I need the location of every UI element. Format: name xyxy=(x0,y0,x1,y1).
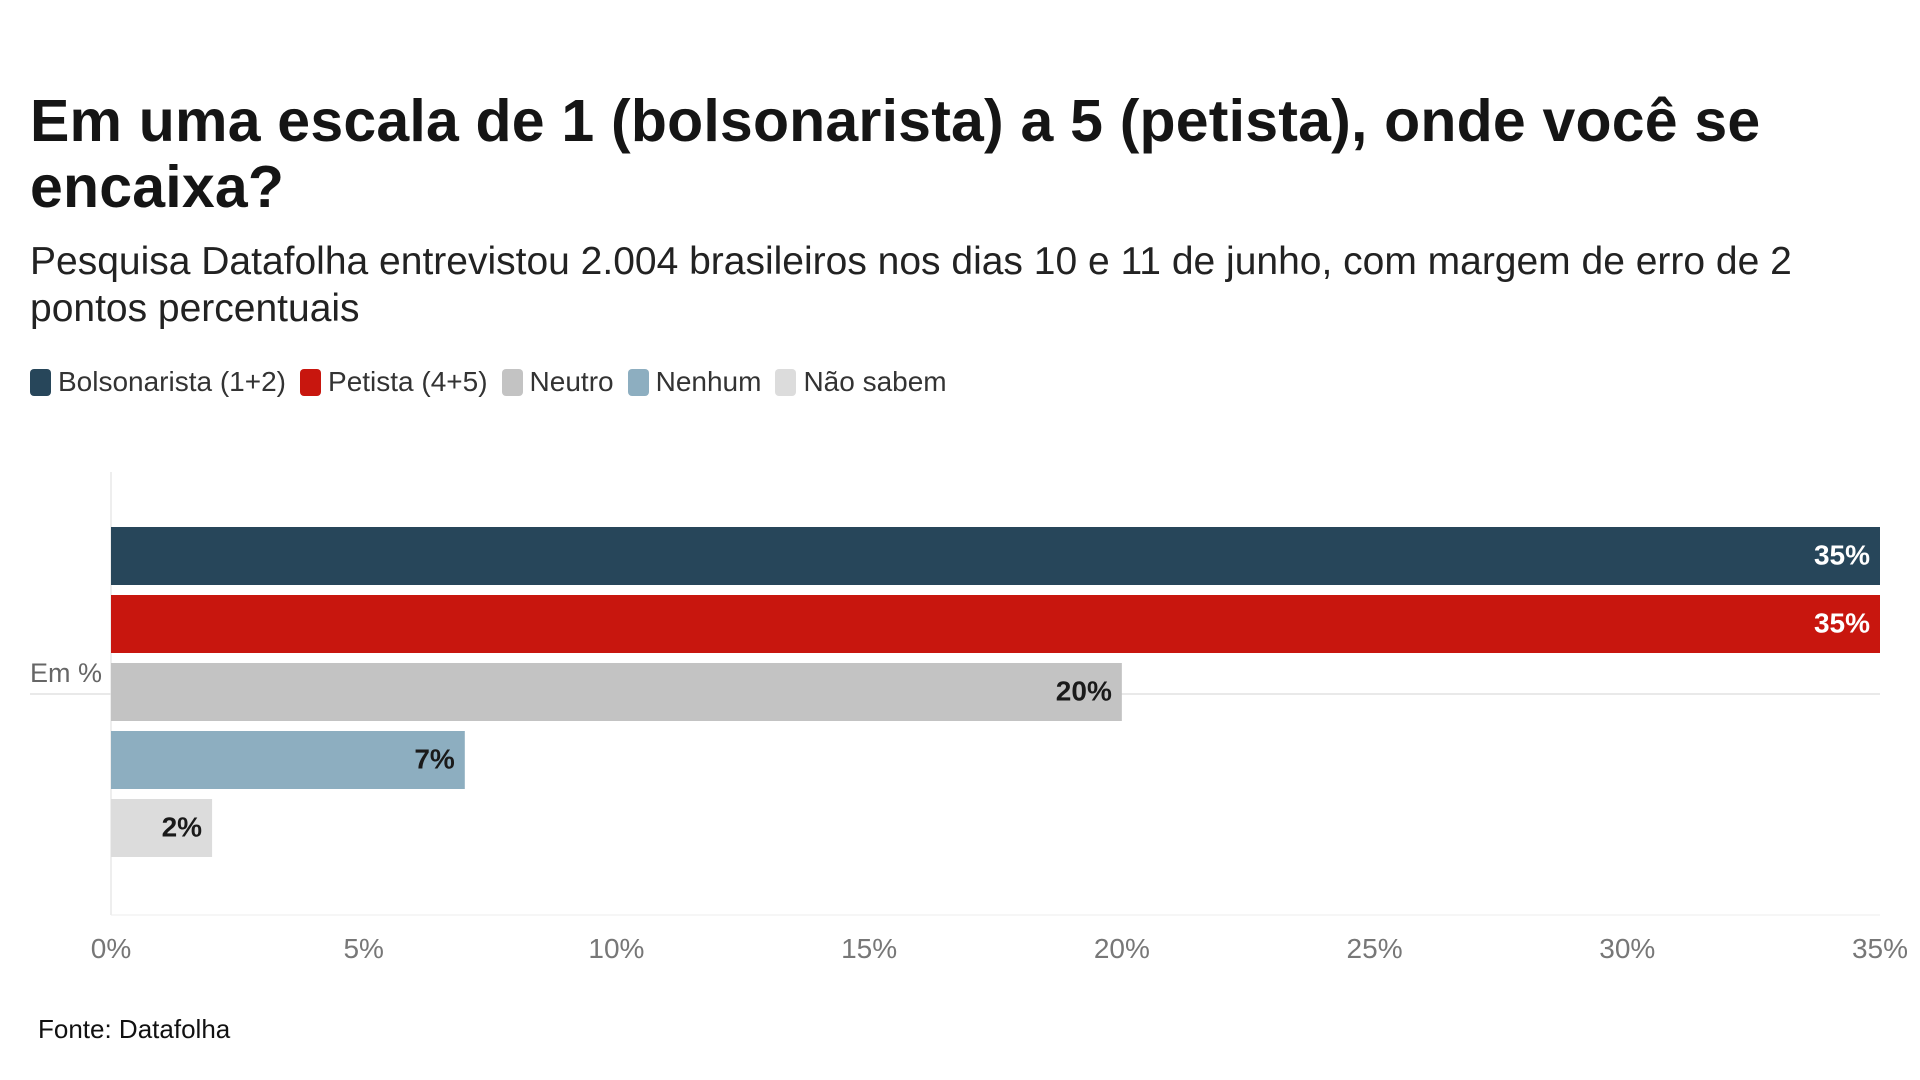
x-tick-label: 10% xyxy=(588,933,644,964)
legend-item-nenhum: Nenhum xyxy=(627,366,762,398)
legend-label: Nenhum xyxy=(655,366,762,397)
x-tick-label: 5% xyxy=(343,933,383,964)
x-tick-label: 30% xyxy=(1599,933,1655,964)
legend-label: Não sabem xyxy=(803,366,947,397)
chart-subtitle: Pesquisa Datafolha entrevistou 2.004 bra… xyxy=(30,240,1792,330)
x-tick-label: 0% xyxy=(91,933,131,964)
chart-title: Em uma escala de 1 (bolsonarista) a 5 (p… xyxy=(30,88,1761,220)
legend-swatch xyxy=(300,368,322,396)
bar-value-label: 35% xyxy=(1814,607,1870,638)
legend-swatch xyxy=(30,368,51,396)
chart-legend: Bolsonarista (1+2) Petista (4+5) Neutro … xyxy=(30,366,961,398)
bar xyxy=(111,731,465,789)
category-label: Em % xyxy=(30,658,102,688)
legend-item-bolsonarista: Bolsonarista (1+2) xyxy=(30,366,286,398)
bar xyxy=(111,799,213,857)
x-tick-label: 35% xyxy=(1852,933,1908,964)
bar-value-label: 20% xyxy=(1056,675,1112,706)
source-note: Fonte: Datafolha xyxy=(38,1014,231,1044)
x-tick-label: 25% xyxy=(1347,933,1403,964)
legend-label: Neutro xyxy=(529,366,614,397)
bar-value-label: 7% xyxy=(414,743,455,774)
x-tick-label: 20% xyxy=(1094,933,1150,964)
legend-swatch xyxy=(775,368,797,396)
legend-item-nao-sabem: Não sabem xyxy=(775,366,947,398)
bar-value-label: 2% xyxy=(162,811,203,842)
bar xyxy=(111,527,1880,585)
x-tick-label: 15% xyxy=(841,933,897,964)
legend-label: Bolsonarista (1+2) xyxy=(58,366,287,397)
legend-swatch xyxy=(501,368,523,396)
bar-value-label: 35% xyxy=(1814,539,1870,570)
legend-item-petista: Petista (4+5) xyxy=(300,366,488,398)
legend-item-neutro: Neutro xyxy=(501,366,614,398)
bar xyxy=(111,663,1122,721)
bar xyxy=(111,595,1880,653)
legend-label: Petista (4+5) xyxy=(328,366,488,397)
legend-swatch xyxy=(627,368,649,396)
